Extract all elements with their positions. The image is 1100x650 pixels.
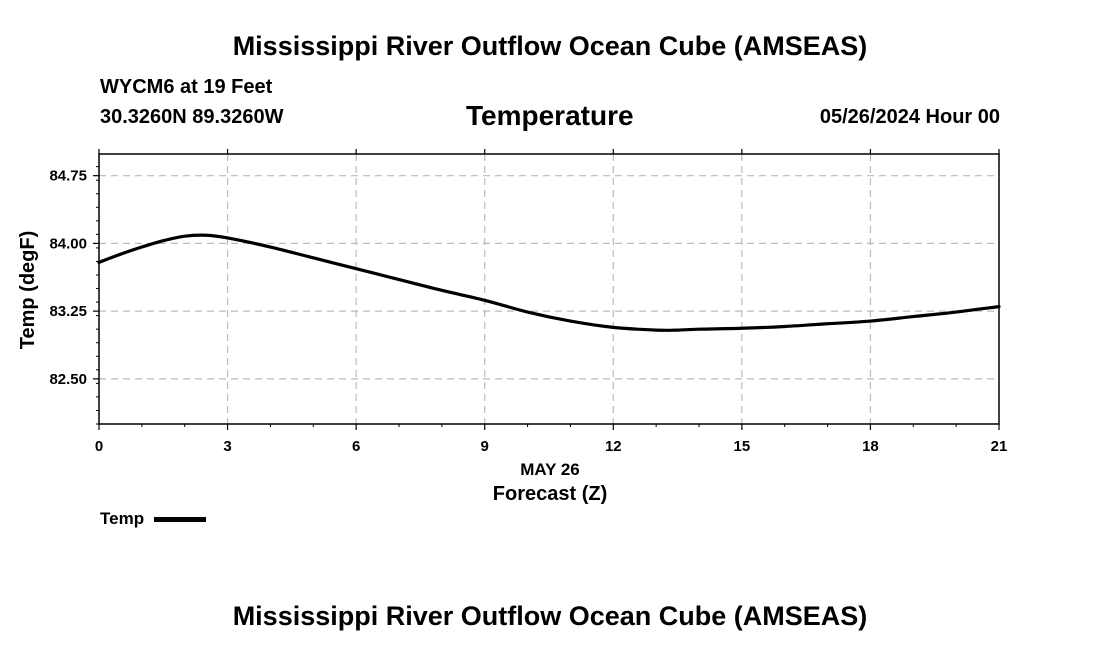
x-tick-label: 3 <box>223 438 231 455</box>
legend-label-temp: Temp <box>100 509 145 528</box>
plot-frame <box>98 153 1000 425</box>
y-tick-label: 82.50 <box>49 371 87 388</box>
y-tick-label: 84.75 <box>49 168 87 185</box>
station-label: WYCM6 at 19 Feet <box>100 76 273 98</box>
y-tick-label: 84.00 <box>49 235 87 252</box>
y-axis-label: Temp (degF) <box>17 231 39 350</box>
forecast-datetime: 05/26/2024 Hour 00 <box>819 106 1000 128</box>
coordinates-label: 30.3260N 89.3260W <box>100 106 284 128</box>
footer-title: Mississippi River Outflow Ocean Cube (AM… <box>232 601 868 631</box>
x-axis-sublabel: MAY 26 <box>520 460 580 479</box>
series-line-temp <box>97 233 1001 332</box>
x-tick-label: 21 <box>991 438 1008 455</box>
legend: Temp <box>100 509 207 529</box>
x-tick-label: 18 <box>862 438 879 455</box>
x-tick-label: 12 <box>605 438 622 455</box>
x-tick-label: 0 <box>95 438 103 455</box>
legend-swatch-temp <box>154 516 207 522</box>
x-axis-label: Forecast (Z) <box>493 483 607 505</box>
main-title: Mississippi River Outflow Ocean Cube (AM… <box>232 31 868 61</box>
x-tick-label: 6 <box>352 438 360 455</box>
y-tick-label: 83.25 <box>49 303 87 320</box>
chart-title: Temperature <box>466 100 634 131</box>
x-tick-label: 9 <box>481 438 489 455</box>
x-tick-label: 15 <box>734 438 751 455</box>
